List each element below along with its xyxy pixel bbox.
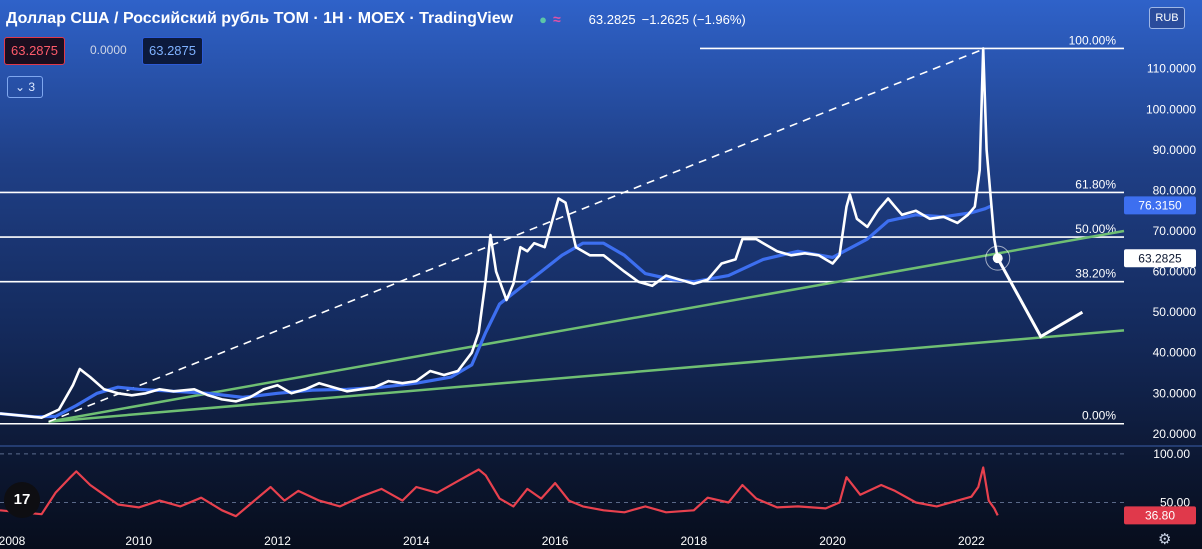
currency-button[interactable]: RUB xyxy=(1149,7,1185,29)
rsi-axis-tick: 50.00 xyxy=(1160,496,1190,510)
fib-level-label: 0.00% xyxy=(1082,409,1116,423)
buy-price-button[interactable]: 63.2875 xyxy=(142,37,203,65)
time-axis-tick: 2012 xyxy=(264,534,291,548)
time-axis-tick: 2018 xyxy=(680,534,707,548)
rsi-value-badge xyxy=(1124,506,1196,525)
fib-level-label: 50.00% xyxy=(1075,222,1116,236)
status-dot-icon: ● xyxy=(539,11,547,27)
price-line[interactable] xyxy=(0,47,999,420)
ma-price-badge xyxy=(1124,196,1196,215)
fib-level-label: 38.20% xyxy=(1075,267,1116,281)
time-axis-tick: 2022 xyxy=(958,534,985,548)
price-axis-tick: 30.0000 xyxy=(1153,386,1197,400)
rsi-value-badge-label: 36.80 xyxy=(1145,508,1175,522)
price-axis-tick: 100.0000 xyxy=(1146,102,1196,116)
rsi-axis-tick: 100.00 xyxy=(1153,447,1190,461)
last-point-halo xyxy=(985,245,1011,271)
trend-line[interactable] xyxy=(48,229,1125,423)
fib-level-label: 61.80% xyxy=(1075,177,1116,191)
rsi-line[interactable] xyxy=(0,466,999,518)
price-axis-tick: 110.0000 xyxy=(1147,62,1196,76)
time-axis-tick: 2008 xyxy=(0,534,26,548)
indicators-collapse-button[interactable]: ⌄ 3 xyxy=(7,76,43,98)
time-axis-tick: 2016 xyxy=(542,534,569,548)
dashed-trend-line[interactable] xyxy=(48,47,986,423)
sell-price-button[interactable]: 63.2875 xyxy=(4,37,65,65)
ma-price-badge-label: 76.3150 xyxy=(1138,198,1182,212)
price-axis-tick: 70.0000 xyxy=(1153,224,1197,238)
time-axis-tick: 2020 xyxy=(819,534,846,548)
spread-value: 0.0000 xyxy=(90,43,127,57)
chevron-down-icon: ⌄ xyxy=(14,80,26,94)
chart-header: Доллар США / Российский рубль TOM · 1Н ·… xyxy=(6,8,746,30)
fib-level-label: 100.00% xyxy=(1069,33,1117,47)
last-quote: 63.2825 xyxy=(588,11,636,27)
gear-icon[interactable]: ⚙ xyxy=(1158,531,1172,548)
trend-line[interactable] xyxy=(48,329,1125,423)
price-axis-tick: 50.0000 xyxy=(1153,305,1197,319)
price-axis-tick: 20.0000 xyxy=(1153,427,1197,441)
tradingview-logo-icon[interactable]: 17 xyxy=(4,482,40,518)
down-arrow-annotation[interactable] xyxy=(996,257,1084,339)
wave-icon[interactable]: ≈ xyxy=(552,11,561,27)
price-axis-tick: 40.0000 xyxy=(1153,346,1197,360)
price-change: −1.2625 (−1.96%) xyxy=(641,11,746,27)
price-axis-tick: 60.0000 xyxy=(1153,265,1197,279)
time-axis-tick: 2014 xyxy=(403,534,430,548)
moving-average-line[interactable] xyxy=(0,203,993,419)
price-axis-tick: 90.0000 xyxy=(1153,143,1197,157)
symbol-title[interactable]: Доллар США / Российский рубль TOM · 1Н ·… xyxy=(6,10,514,27)
last-price-badge xyxy=(1124,249,1196,268)
price-axis-tick: 80.0000 xyxy=(1153,183,1197,197)
indicators-count: 3 xyxy=(28,80,36,94)
last-price-badge-label: 63.2825 xyxy=(1138,251,1182,265)
time-axis-tick: 2010 xyxy=(125,534,152,548)
